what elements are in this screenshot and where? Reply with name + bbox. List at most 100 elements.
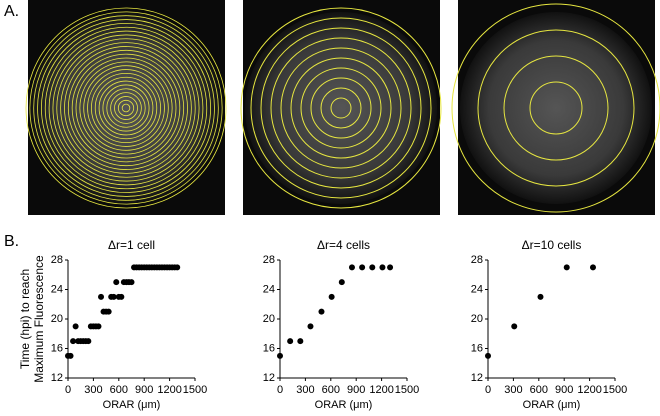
ring bbox=[503, 55, 609, 161]
x-tick-label: 0 bbox=[277, 384, 283, 396]
x-tick-label: 1500 bbox=[603, 384, 627, 396]
ring bbox=[300, 67, 382, 149]
point bbox=[287, 338, 294, 345]
y-tick-label: 20 bbox=[471, 313, 483, 325]
ring bbox=[25, 7, 227, 209]
panel-label: A. bbox=[4, 3, 19, 20]
y-tick-label: 24 bbox=[263, 283, 275, 295]
y-axis-label: Maximum Fluorescence bbox=[32, 255, 46, 383]
ring bbox=[67, 49, 185, 167]
x-tick-label: 900 bbox=[555, 384, 573, 396]
y-tick-label: 12 bbox=[263, 372, 275, 384]
y-tick-label: 16 bbox=[263, 342, 275, 354]
ring bbox=[52, 34, 200, 182]
ring bbox=[320, 87, 362, 129]
point bbox=[110, 293, 117, 300]
point bbox=[563, 264, 570, 271]
ring bbox=[102, 84, 150, 132]
x-tick-label: 1200 bbox=[577, 384, 601, 396]
y-tick-label: 12 bbox=[471, 372, 483, 384]
ring bbox=[110, 92, 142, 124]
point bbox=[328, 293, 335, 300]
point bbox=[72, 323, 79, 330]
x-tick-label: 600 bbox=[530, 384, 548, 396]
ring bbox=[75, 57, 177, 159]
cell-area bbox=[245, 12, 437, 204]
x-tick-label: 600 bbox=[110, 384, 128, 396]
cell-area bbox=[460, 12, 652, 204]
point bbox=[348, 264, 355, 271]
panel-label: B. bbox=[4, 233, 19, 250]
y-tick-label: 28 bbox=[471, 254, 483, 266]
ring bbox=[260, 27, 422, 189]
point bbox=[379, 264, 386, 271]
ring bbox=[121, 103, 131, 113]
ring bbox=[240, 7, 442, 209]
point bbox=[128, 279, 135, 286]
microscopy-images bbox=[25, 0, 660, 215]
point bbox=[67, 352, 74, 359]
point bbox=[338, 279, 345, 286]
ring bbox=[40, 22, 212, 194]
ring bbox=[71, 53, 181, 163]
ring bbox=[83, 65, 169, 151]
x-tick-label: 900 bbox=[135, 384, 153, 396]
x-tick-label: 300 bbox=[84, 384, 102, 396]
ring bbox=[90, 72, 162, 144]
ring bbox=[79, 61, 173, 155]
x-tick-label: 0 bbox=[65, 384, 71, 396]
point bbox=[113, 279, 120, 286]
ring bbox=[117, 99, 135, 117]
chart-title: Δr=10 cells bbox=[522, 238, 582, 252]
chart-title: Δr=4 cells bbox=[317, 238, 370, 252]
y-tick-label: 16 bbox=[471, 342, 483, 354]
point bbox=[95, 323, 102, 330]
y-tick-label: 28 bbox=[263, 254, 275, 266]
ring bbox=[94, 76, 158, 140]
ring bbox=[33, 15, 219, 201]
point bbox=[485, 352, 491, 359]
point bbox=[387, 264, 394, 271]
x-tick-label: 1500 bbox=[183, 384, 207, 396]
ring bbox=[44, 26, 208, 190]
ring bbox=[280, 47, 402, 169]
point bbox=[537, 293, 544, 300]
point bbox=[589, 264, 596, 271]
x-axis-label: ORAR (μm) bbox=[103, 399, 161, 411]
ring bbox=[64, 46, 188, 170]
ring bbox=[106, 88, 146, 128]
ring bbox=[290, 57, 392, 159]
ring bbox=[270, 37, 412, 179]
point bbox=[174, 264, 181, 271]
ring bbox=[60, 42, 192, 174]
ring bbox=[477, 29, 635, 187]
ring bbox=[48, 30, 204, 186]
ring bbox=[29, 11, 223, 205]
x-tick-label: 1200 bbox=[369, 384, 393, 396]
ring bbox=[114, 96, 138, 120]
x-tick-label: 900 bbox=[347, 384, 365, 396]
point bbox=[359, 264, 366, 271]
ring bbox=[37, 19, 215, 197]
y-tick-label: 12 bbox=[51, 372, 63, 384]
point bbox=[307, 323, 314, 330]
point bbox=[85, 338, 92, 345]
point bbox=[98, 293, 105, 300]
x-tick-label: 0 bbox=[485, 384, 491, 396]
ring bbox=[98, 80, 154, 136]
cell-area bbox=[30, 12, 222, 204]
ring bbox=[310, 77, 372, 139]
y-tick-label: 16 bbox=[51, 342, 63, 354]
point bbox=[511, 323, 518, 330]
x-tick-label: 1500 bbox=[395, 384, 419, 396]
y-tick-label: 20 bbox=[51, 313, 63, 325]
point bbox=[70, 338, 77, 345]
ring bbox=[87, 69, 165, 147]
y-tick-label: 28 bbox=[51, 254, 63, 266]
x-tick-label: 1200 bbox=[157, 384, 181, 396]
x-tick-label: 300 bbox=[296, 384, 314, 396]
x-tick-label: 600 bbox=[322, 384, 340, 396]
x-axis-label: ORAR (μm) bbox=[523, 399, 581, 411]
x-tick-label: 300 bbox=[504, 384, 522, 396]
point bbox=[105, 308, 112, 315]
